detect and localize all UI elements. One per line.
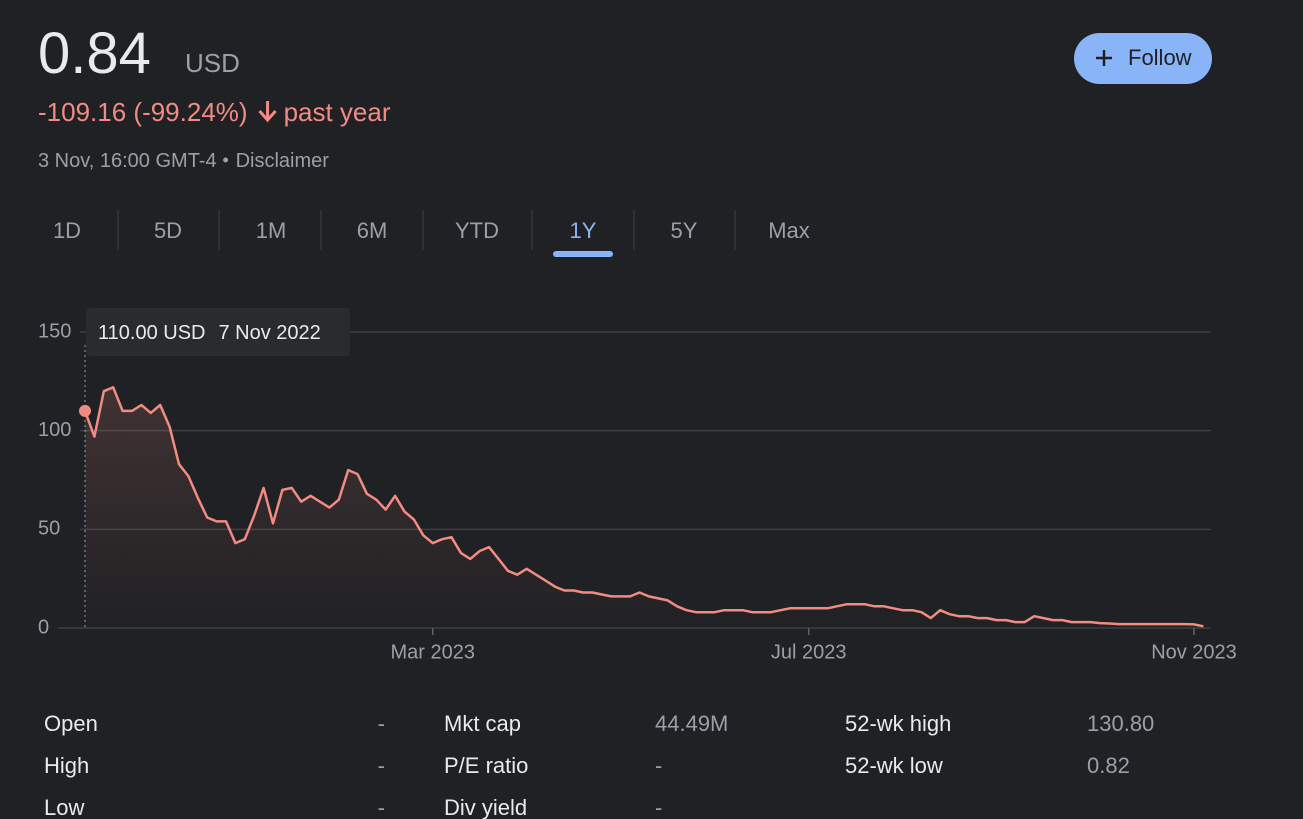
tab[interactable]: 6M <box>357 218 388 243</box>
stat-value: - <box>655 795 662 819</box>
tab-indicator <box>553 251 613 257</box>
stat-label: 52-wk high <box>845 711 951 736</box>
y-tick-label: 0 <box>38 616 49 638</box>
tooltip-date: 7 Nov 2022 <box>218 322 320 344</box>
hover-dot <box>79 404 91 417</box>
tab[interactable]: 1Y <box>570 218 597 243</box>
stat-value: 44.49M <box>655 711 728 736</box>
stat-label: 52-wk low <box>845 753 943 778</box>
tooltip <box>86 308 350 356</box>
stat-label: P/E ratio <box>444 753 528 778</box>
stat-value: - <box>378 753 385 778</box>
tab[interactable]: 5D <box>154 218 182 243</box>
y-tick-label: 150 <box>38 320 71 342</box>
stat-value: - <box>378 711 385 736</box>
follow-button[interactable]: Follow <box>1074 33 1212 84</box>
stat-value: 130.80 <box>1087 711 1154 736</box>
stat-label: Div yield <box>444 795 527 819</box>
y-tick-label: 50 <box>38 518 60 540</box>
stat-value: - <box>655 753 662 778</box>
area-fill <box>85 387 1204 628</box>
price: 0.84 <box>38 21 151 86</box>
follow-label[interactable]: Follow <box>1128 45 1192 70</box>
timestamp: 3 Nov, 16:00 GMT-4 <box>38 150 217 172</box>
down-arrow-icon <box>258 101 277 123</box>
tab[interactable]: 1D <box>53 218 81 243</box>
tab[interactable]: 5Y <box>671 218 698 243</box>
disclaimer-link[interactable]: Disclaimer <box>236 150 330 172</box>
separator-dot <box>223 157 229 163</box>
stat-value: - <box>378 795 385 819</box>
stat-label: Low <box>44 795 84 819</box>
price-line <box>83 386 1204 628</box>
stat-label: High <box>44 753 89 778</box>
stat-label: Open <box>44 711 98 736</box>
tooltip-price: 110.00 USD <box>98 322 205 344</box>
stat-value: 0.82 <box>1087 753 1130 778</box>
tab[interactable]: Max <box>768 218 810 243</box>
x-tick-label: Jul 2023 <box>771 641 847 663</box>
tab[interactable]: 1M <box>256 218 287 243</box>
period: past year <box>284 97 391 127</box>
follow-button-bg[interactable] <box>1074 33 1212 84</box>
y-tick-label: 100 <box>38 419 71 441</box>
x-tick-label: Nov 2023 <box>1151 641 1237 663</box>
stat-label: Mkt cap <box>444 711 521 736</box>
currency: USD <box>185 48 240 78</box>
tab[interactable]: YTD <box>455 218 499 243</box>
price-change: -109.16 (-99.24%) <box>38 97 248 127</box>
x-tick-label: Mar 2023 <box>390 641 475 663</box>
